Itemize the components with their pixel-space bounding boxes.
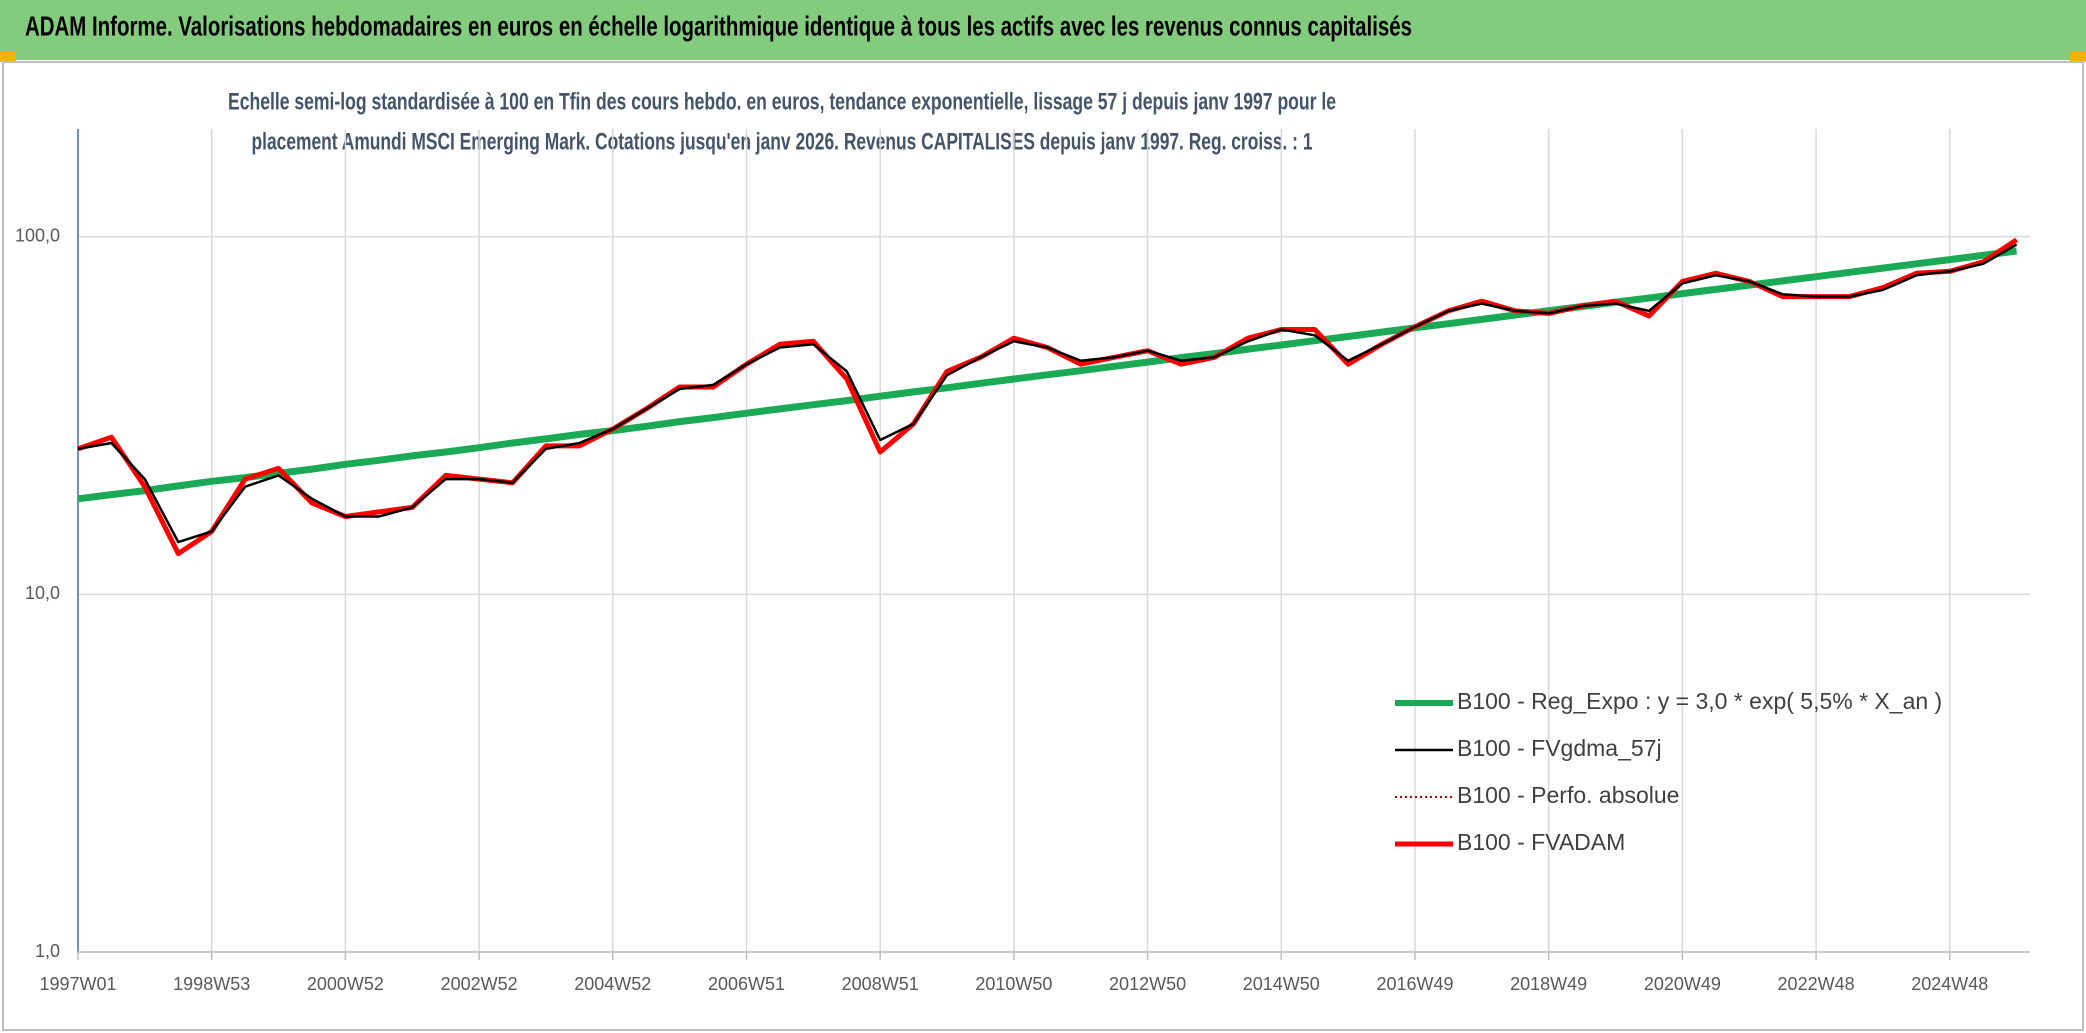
x-tick-label: 2012W50	[1109, 974, 1186, 994]
legend-label: B100 - Perfo. absolue	[1457, 782, 1679, 808]
legend-label: B100 - FVADAM	[1457, 829, 1625, 855]
header-bar	[0, 0, 2086, 60]
header-title: ADAM Informe. Valorisations hebdomadaire…	[25, 10, 1412, 41]
x-tick-label: 2014W50	[1243, 974, 1320, 994]
x-tick-label: 2016W49	[1376, 974, 1453, 994]
chart-title: Echelle semi-log standardisée à 100 en T…	[228, 88, 1336, 115]
x-tick-label: 2000W52	[307, 974, 384, 994]
x-tick-label: 2024W48	[1911, 974, 1988, 994]
legend-label: B100 - FVgdma_57j	[1457, 735, 1662, 761]
x-tick-label: 2004W52	[574, 974, 651, 994]
x-tick-label: 2006W51	[708, 974, 785, 994]
x-tick-label: 2018W49	[1510, 974, 1587, 994]
chart-title: placement Amundi MSCI Emerging Mark. Cot…	[252, 128, 1313, 155]
plot-area: 1,0 10,0 100,0 1997W01 1998W53 2000W52 2002W52…	[15, 129, 2030, 994]
x-tick-label: 2010W50	[975, 974, 1052, 994]
y-tick-label: 100,0	[15, 225, 60, 245]
x-tick-label: 1998W53	[173, 974, 250, 994]
x-tick-label: 2020W49	[1644, 974, 1721, 994]
corner-mark	[0, 52, 16, 62]
series-line	[77, 243, 2018, 544]
x-tick-label: 2008W51	[842, 974, 919, 994]
y-tick-label: 1,0	[35, 941, 60, 961]
y-tick-label: 10,0	[25, 583, 60, 603]
corner-mark	[2070, 52, 2086, 62]
legend-label: B100 - Reg_Expo : y = 3,0 * exp( 5,5% * …	[1457, 688, 1942, 714]
x-tick-label: 2002W52	[441, 974, 518, 994]
x-tick-label: 2022W48	[1778, 974, 1855, 994]
series-line	[77, 247, 2018, 503]
x-tick-label: 1997W01	[39, 974, 116, 994]
chart-frame	[2, 61, 2084, 1031]
